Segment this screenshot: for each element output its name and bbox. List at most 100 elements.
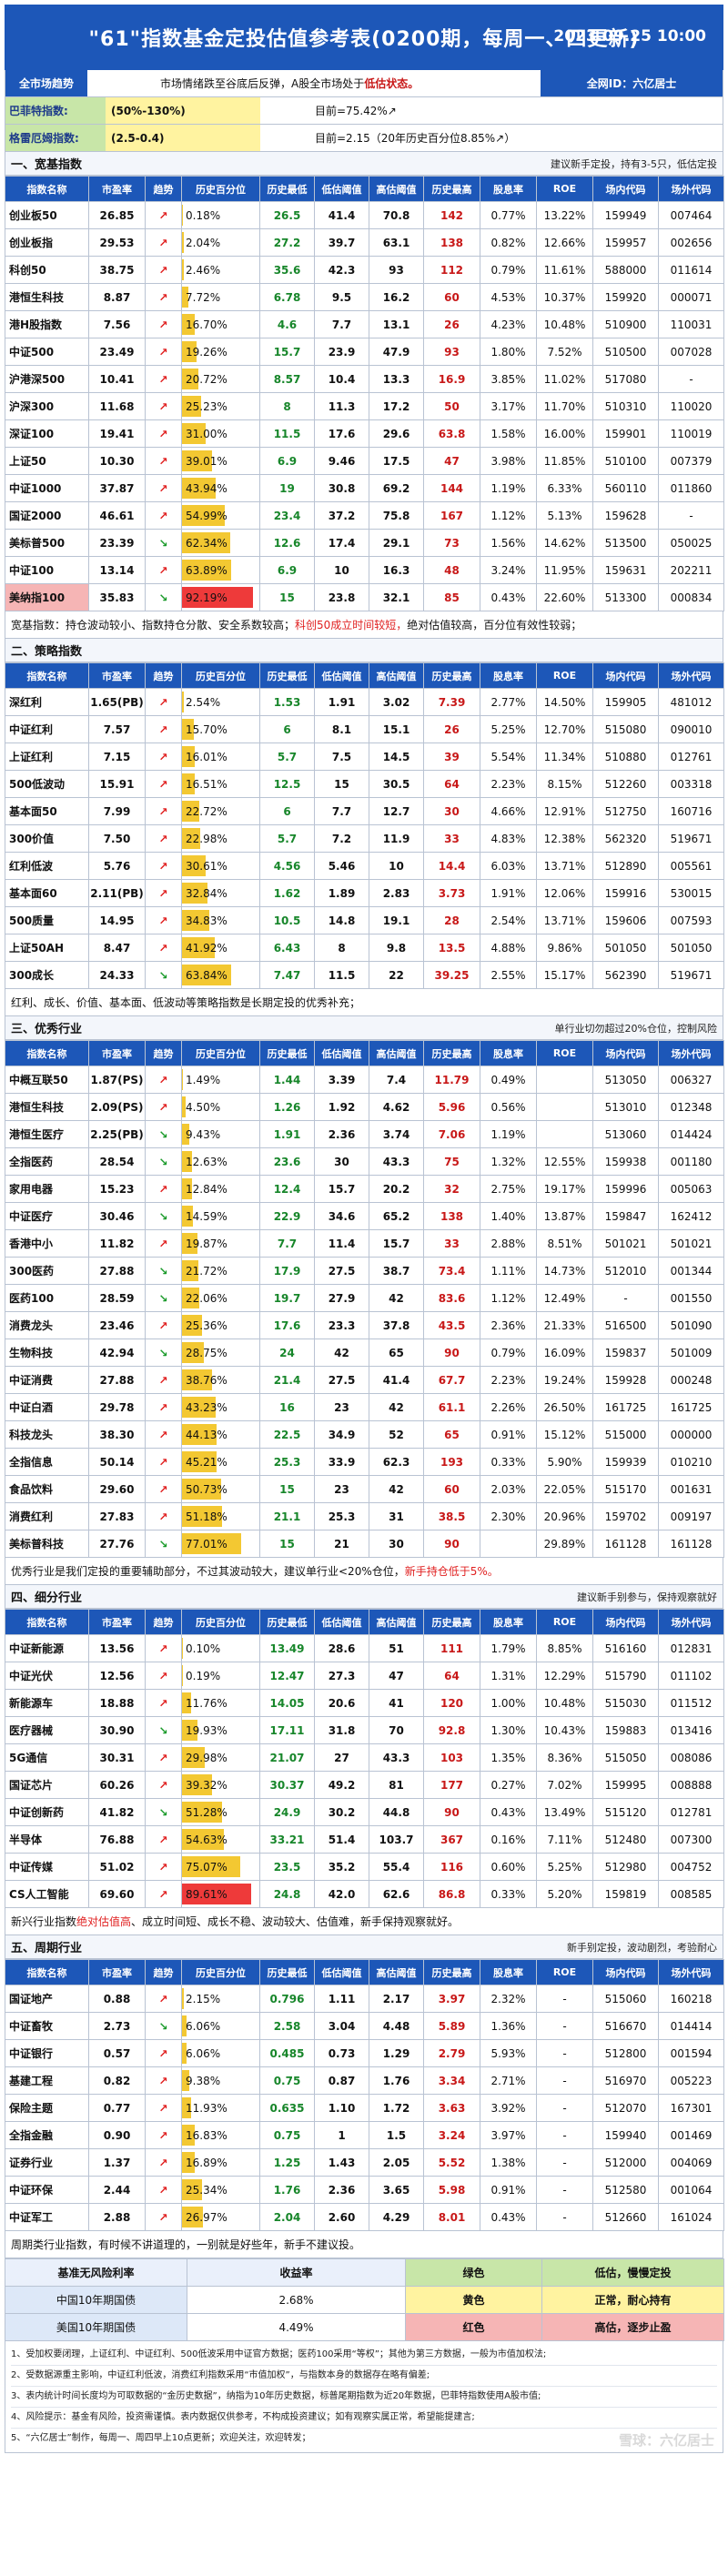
roe-value: 19.17% <box>536 1175 593 1203</box>
pe-value: 41.82 <box>88 1798 146 1826</box>
under-threshold: 11.4 <box>314 1229 369 1258</box>
column-header: 场外代码 <box>658 662 724 689</box>
trend-up-icon: ↗ <box>158 750 168 763</box>
trend-cell: ↗ <box>145 501 182 530</box>
index-name: 国证芯片 <box>5 1771 89 1799</box>
percentile-cell: 16.83% <box>181 2121 260 2149</box>
hist-low: 13.49 <box>259 1634 315 1662</box>
watermark: 雪球：六亿居士 <box>618 2432 714 2449</box>
pe-value: 38.75 <box>88 256 146 284</box>
pe-value: 0.77 <box>88 2094 146 2122</box>
dividend-yield: 2.71% <box>480 2066 537 2095</box>
trend-up-icon: ↗ <box>158 208 168 222</box>
pe-value: 30.31 <box>88 1743 146 1772</box>
pe-value: 76.88 <box>88 1825 146 1854</box>
percentile-bar <box>182 773 196 794</box>
roe-value: 6.33% <box>536 474 593 502</box>
percentile-bar <box>182 341 197 362</box>
dividend-yield: 0.43% <box>480 2203 537 2231</box>
trend-cell: ↘ <box>145 961 182 989</box>
trend-cell: ↗ <box>145 1175 182 1203</box>
roe-value: 12.49% <box>536 1284 593 1312</box>
trend-up-icon: ↗ <box>158 236 168 249</box>
trend-cell: ↗ <box>145 1420 182 1449</box>
roe-value: 8.51% <box>536 1229 593 1258</box>
percentile-bar <box>182 423 207 444</box>
column-header: ROE <box>536 1609 593 1635</box>
under-threshold: 1.43 <box>314 2148 369 2177</box>
column-header: 历史最低 <box>259 176 315 202</box>
pe-value: 2.11(PB) <box>88 879 146 907</box>
percentile-bar <box>182 719 195 740</box>
roe-value: 11.85% <box>536 447 593 475</box>
roe-value: 12.91% <box>536 797 593 825</box>
column-header: 历史百分位 <box>181 176 260 202</box>
trend-up-icon: ↗ <box>158 2046 168 2060</box>
percentile-value: 45.21% <box>186 1455 228 1469</box>
otc-code: 012761 <box>658 742 724 771</box>
percentile-cell: 45.21% <box>181 1448 260 1476</box>
percentile-bar <box>182 1069 184 1090</box>
table-row: 中证创新药 41.82 ↘ 51.28% 24.9 30.2 44.8 90 0.43% 13.4… <box>5 1798 724 1826</box>
percentile-cell: 62.34% <box>181 529 260 557</box>
footnote-2: 2、受数据源重主影响，中证红利低波，消费红利指数采用“市值加权”，与指数本身的数… <box>11 2366 717 2387</box>
trend-up-icon: ↗ <box>158 1482 168 1496</box>
dividend-yield: 0.27% <box>480 1771 537 1799</box>
index-name: 港恒生科技 <box>5 283 89 311</box>
index-name: 中证银行 <box>5 2039 89 2067</box>
exchange-code: 513050 <box>592 1066 659 1094</box>
trend-cell: ↗ <box>145 1393 182 1421</box>
index-name: 中证500 <box>5 338 89 366</box>
pe-value: 1.37 <box>88 2148 146 2177</box>
market-desc-em: 低估状态。 <box>364 77 420 90</box>
trend-up-icon: ↗ <box>158 2210 168 2224</box>
dividend-yield: 2.77% <box>480 688 537 716</box>
hist-low: 21.1 <box>259 1502 315 1530</box>
pe-value: 0.90 <box>88 2121 146 2149</box>
otc-code: 530015 <box>658 879 724 907</box>
exchange-code: 159938 <box>592 1147 659 1176</box>
exchange-code: 159819 <box>592 1880 659 1908</box>
percentile-bar <box>182 369 198 389</box>
exchange-code: 512660 <box>592 2203 659 2231</box>
us-bond-name: 美国10年期国债 <box>5 2313 187 2341</box>
under-threshold: 9.5 <box>314 283 369 311</box>
otc-code: 001469 <box>658 2121 724 2149</box>
column-header: 场内代码 <box>592 1040 659 1066</box>
percentile-bar <box>182 1124 189 1145</box>
exchange-code: 562320 <box>592 824 659 853</box>
dividend-yield: 0.49% <box>480 1066 537 1094</box>
trend-cell: ↗ <box>145 879 182 907</box>
percentile-value: 0.10% <box>186 1642 221 1655</box>
legend-green: 绿色 <box>405 2258 542 2287</box>
percentile-bar <box>182 2097 192 2118</box>
trend-down-icon: ↘ <box>158 1209 168 1223</box>
over-threshold: 1.29 <box>369 2039 424 2067</box>
trend-up-icon: ↗ <box>158 1669 168 1682</box>
hist-low: 8 <box>259 392 315 420</box>
table-row: 美纳指100 35.83 ↘ 92.19% 15 23.8 32.1 85 0.43% 22.60… <box>5 583 724 611</box>
trend-cell: ↗ <box>145 310 182 338</box>
dividend-yield: 1.19% <box>480 474 537 502</box>
hist-low: 35.6 <box>259 256 315 284</box>
roe-value: 22.60% <box>536 583 593 611</box>
section-note: 单行业切勿超过20%仓位，控制风险 <box>554 1022 717 1035</box>
dividend-yield: 0.79% <box>480 256 537 284</box>
trend-up-icon: ↗ <box>158 1428 168 1441</box>
trend-cell: ↘ <box>145 1257 182 1285</box>
over-threshold: 47 <box>369 1662 424 1690</box>
pe-value: 2.88 <box>88 2203 146 2231</box>
percentile-bar <box>182 2125 196 2146</box>
index-name: 基本面60 <box>5 879 89 907</box>
percentile-cell: 29.98% <box>181 1743 260 1772</box>
roe-value <box>536 1093 593 1121</box>
percentile-cell: 89.61% <box>181 1880 260 1908</box>
graham-range: (2.5-0.4) <box>106 125 260 151</box>
hist-high: 13.5 <box>423 934 480 962</box>
footnote-4: 4、风险提示：基金有风险，投资需谨慎。表内数据仅供参考，不构成投资建议；如有观察… <box>11 2408 717 2429</box>
cn-bond-name: 中国10年期国债 <box>5 2286 187 2314</box>
otc-code: 007028 <box>658 338 724 366</box>
hist-low: 6.78 <box>259 283 315 311</box>
pe-value: 35.83 <box>88 583 146 611</box>
table-row: 美标普500 23.39 ↘ 62.34% 12.6 17.4 29.1 73 1.56% 14.… <box>5 529 724 557</box>
